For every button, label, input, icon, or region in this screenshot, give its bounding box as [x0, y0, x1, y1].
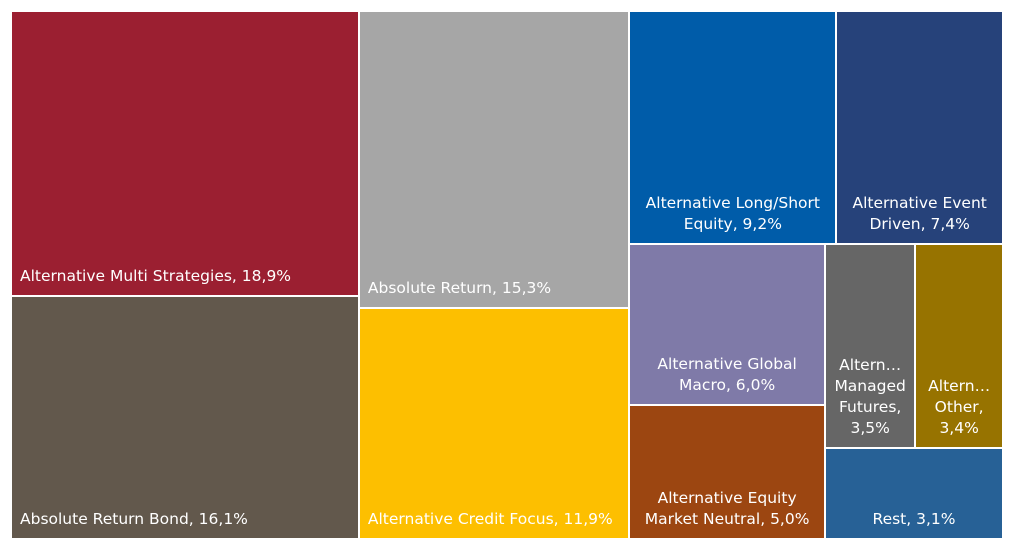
- tile-label: Alternative Event Driven, 7,4%: [852, 194, 987, 234]
- tile-label: Alternative Credit Focus, 11,9%: [367, 510, 613, 528]
- tile: Absolute Return Bond, 16,1%: [11, 296, 359, 539]
- tile: Alternative Global Macro, 6,0%: [629, 244, 826, 405]
- tile-label: Rest, 3,1%: [872, 509, 956, 528]
- tile-label: Alternative Long/Short Equity, 9,2%: [645, 194, 820, 234]
- tile-label: Altern… Other, 3,4%: [928, 376, 991, 437]
- tile-label: Alternative Global Macro, 6,0%: [657, 354, 797, 394]
- tile: Altern… Other, 3,4%: [915, 244, 1003, 448]
- tile: Alternative Equity Market Neutral, 5,0%: [629, 404, 826, 539]
- tile: Alternative Multi Strategies, 18,9%: [11, 11, 359, 297]
- tile-label: Altern… Managed Futures, 3,5%: [834, 355, 906, 437]
- tile: Alternative Event Driven, 7,4%: [836, 11, 1003, 245]
- tile-label: Alternative Equity Market Neutral, 5,0%: [644, 488, 810, 528]
- tile: Absolute Return, 15,3%: [358, 11, 630, 308]
- tile-label: Alternative Multi Strategies, 18,9%: [20, 267, 292, 286]
- tile-label: Absolute Return, 15,3%: [367, 279, 552, 297]
- tile: Alternative Long/Short Equity, 9,2%: [629, 11, 837, 245]
- tile: Alternative Credit Focus, 11,9%: [358, 308, 630, 539]
- tile: Rest, 3,1%: [825, 447, 1003, 539]
- tile: Altern… Managed Futures, 3,5%: [825, 244, 916, 448]
- tile-label: Absolute Return Bond, 16,1%: [20, 509, 248, 528]
